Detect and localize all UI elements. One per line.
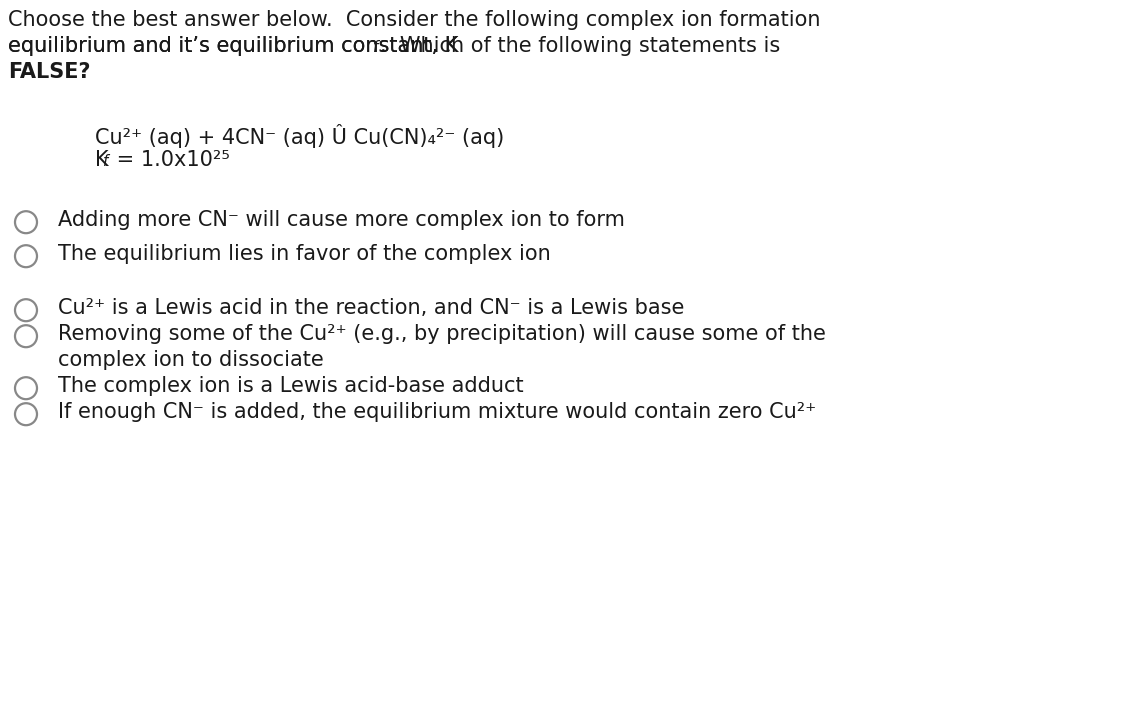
Text: The equilibrium lies in favor of the complex ion: The equilibrium lies in favor of the com… [58, 244, 551, 264]
Text: If enough CN⁻ is added, the equilibrium mixture would contain zero Cu²⁺: If enough CN⁻ is added, the equilibrium … [58, 402, 816, 422]
Text: f: f [104, 155, 108, 169]
Text: f: f [373, 40, 378, 55]
Text: complex ion to dissociate: complex ion to dissociate [58, 350, 324, 370]
Text: Adding more CN⁻ will cause more complex ion to form: Adding more CN⁻ will cause more complex … [58, 210, 625, 230]
Text: K: K [95, 150, 108, 170]
Text: .  Which of the following statements is: . Which of the following statements is [381, 36, 781, 56]
Text: The complex ion is a Lewis acid-base adduct: The complex ion is a Lewis acid-base add… [58, 376, 523, 396]
Text: FALSE?: FALSE? [8, 62, 90, 82]
Text: Choose the best answer below.  Consider the following complex ion formation: Choose the best answer below. Consider t… [8, 10, 821, 30]
Text: Removing some of the Cu²⁺ (e.g., by precipitation) will cause some of the: Removing some of the Cu²⁺ (e.g., by prec… [58, 324, 825, 344]
Text: equilibrium and it’s equilibrium constant, K: equilibrium and it’s equilibrium constan… [8, 36, 458, 56]
Text: Cu²⁺ is a Lewis acid in the reaction, and CN⁻ is a Lewis base: Cu²⁺ is a Lewis acid in the reaction, an… [58, 298, 684, 318]
Text: Cu²⁺ (aq) + 4CN⁻ (aq) Û Cu(CN)₄²⁻ (aq): Cu²⁺ (aq) + 4CN⁻ (aq) Û Cu(CN)₄²⁻ (aq) [95, 125, 504, 148]
Text: equilibrium and it’s equilibrium constant, K: equilibrium and it’s equilibrium constan… [8, 36, 458, 56]
Text: = 1.0x10²⁵: = 1.0x10²⁵ [111, 150, 230, 170]
